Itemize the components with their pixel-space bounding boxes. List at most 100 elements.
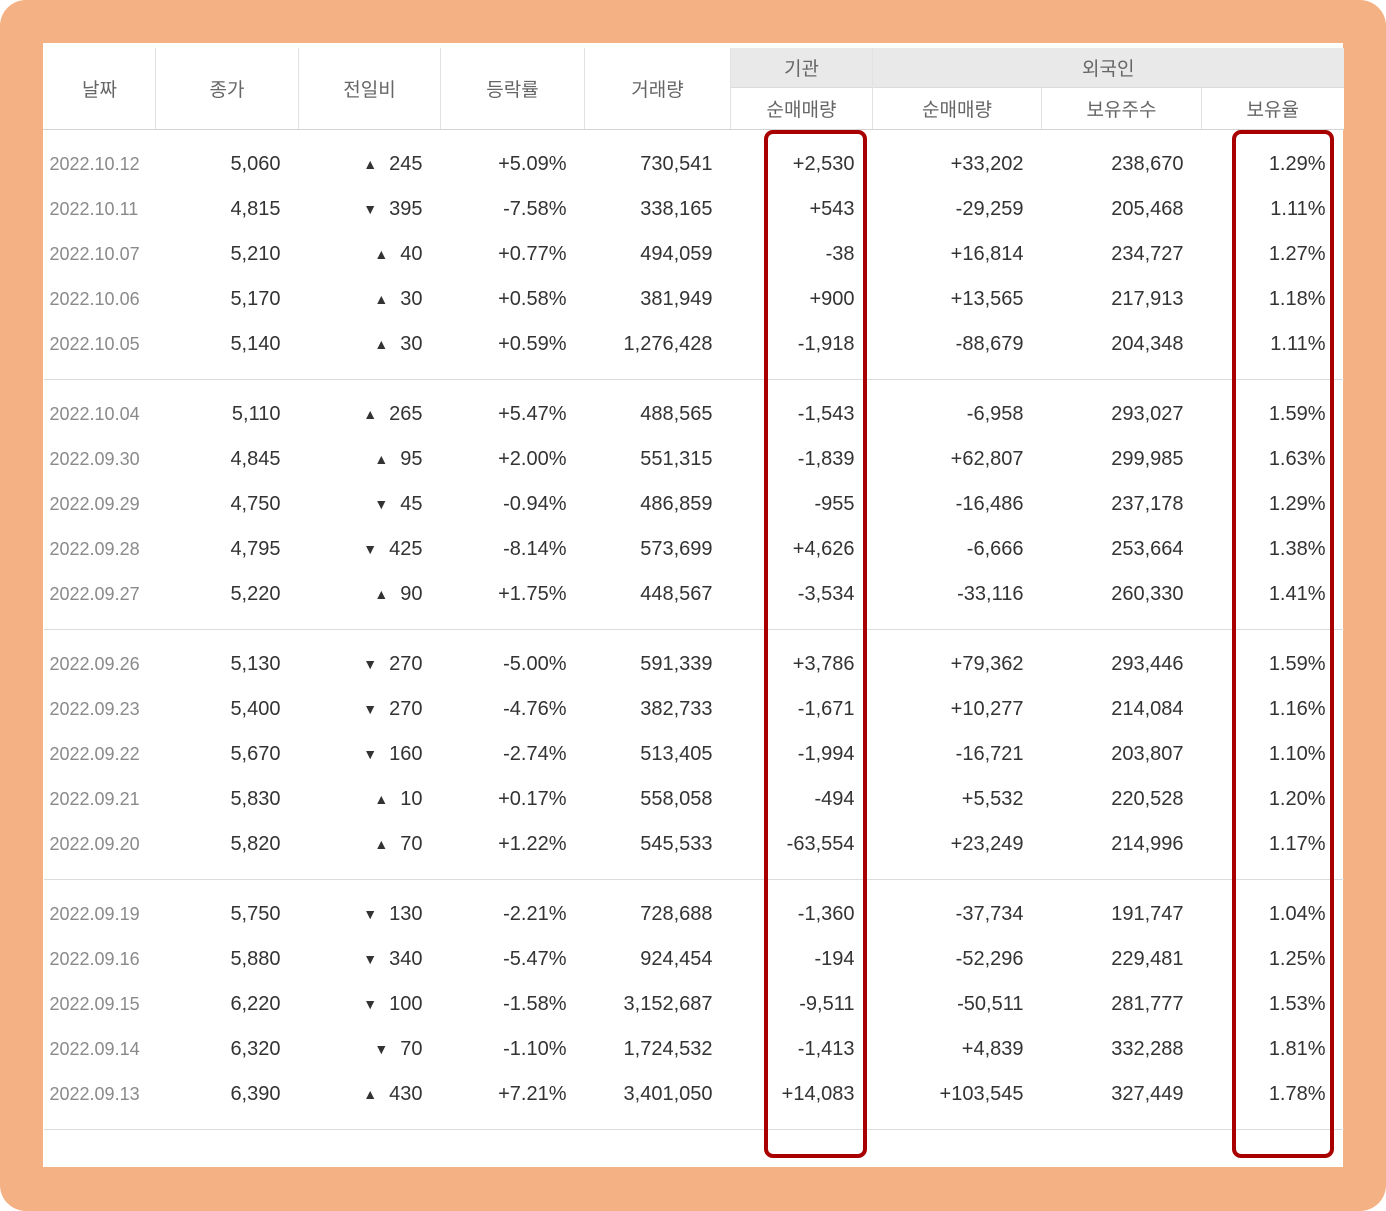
- table-row: 2022.09.16 5,880 ▼ 340 -5.47% 924,454 -194 -52,…: [44, 937, 1344, 982]
- rate-cell: +1.75%: [498, 583, 567, 605]
- down-arrow-icon: ▼: [374, 1041, 389, 1057]
- foreign-holdings-cell: 203,807: [1111, 743, 1184, 765]
- up-arrow-icon: ▲: [374, 451, 389, 467]
- change-value: 430: [389, 1083, 423, 1105]
- down-arrow-icon: ▼: [363, 906, 378, 922]
- rate-cell: -7.58%: [503, 198, 567, 220]
- header-institution: 기관: [730, 48, 873, 88]
- foreign-holdings-cell: 205,468: [1111, 198, 1184, 220]
- table-row: 2022.09.21 5,830 ▲ 10 +0.17% 558,058 -494 +5,53…: [44, 777, 1344, 822]
- up-arrow-icon: ▲: [363, 406, 378, 422]
- foreign-holdings-cell: 260,330: [1111, 583, 1184, 605]
- change-cell: ▲ 90: [299, 572, 441, 617]
- foreign-ratio-cell: 1.25%: [1268, 948, 1326, 970]
- foreign-net-cell: +62,807: [950, 448, 1024, 470]
- row-spacer: [44, 617, 1344, 630]
- foreign-holdings-cell: 214,084: [1111, 698, 1184, 720]
- table-body: 2022.10.12 5,060 ▲ 245 +5.09% 730,541 +2,530 +3…: [43, 130, 1344, 1130]
- foreign-net-cell: -88,679: [955, 333, 1024, 355]
- rate-cell: +0.59%: [498, 333, 567, 355]
- up-arrow-icon: ▲: [363, 1086, 378, 1102]
- institution-net-cell: -38: [825, 243, 855, 265]
- close-price-cell: 5,400: [230, 698, 281, 720]
- rate-cell: +5.09%: [498, 153, 567, 175]
- institution-net-cell: -1,918: [797, 333, 855, 355]
- rate-cell: +7.21%: [498, 1083, 567, 1105]
- up-arrow-icon: ▲: [374, 836, 389, 852]
- row-spacer-cell: [44, 617, 1344, 630]
- date-cell: 2022.09.16: [49, 949, 140, 969]
- close-price-cell: 4,795: [230, 538, 281, 560]
- volume-cell: 382,733: [640, 698, 713, 720]
- rate-cell: +0.58%: [498, 288, 567, 310]
- foreign-net-cell: +33,202: [950, 153, 1024, 175]
- foreign-ratio-cell: 1.63%: [1268, 448, 1326, 470]
- rate-cell: +2.00%: [498, 448, 567, 470]
- close-price-cell: 4,845: [230, 448, 281, 470]
- header-volume: 거래량: [584, 48, 731, 130]
- foreign-ratio-cell: 1.11%: [1270, 198, 1326, 220]
- foreign-holdings-cell: 217,913: [1111, 288, 1184, 310]
- table-row: 2022.10.07 5,210 ▲ 40 +0.77% 494,059 -38 +16,81…: [44, 232, 1344, 277]
- date-cell: 2022.10.05: [49, 334, 140, 354]
- foreign-holdings-cell: 237,178: [1111, 493, 1184, 515]
- close-price-cell: 5,830: [230, 788, 281, 810]
- group-divider-cell: [43, 629, 1344, 630]
- change-cell: ▲ 40: [299, 232, 441, 277]
- date-cell: 2022.09.20: [49, 834, 140, 854]
- volume-cell: 381,949: [640, 288, 713, 310]
- institution-net-cell: +3,786: [792, 653, 855, 675]
- header-change: 전일비: [298, 48, 441, 130]
- group-divider: [43, 629, 1344, 630]
- change-cell: ▼ 270: [299, 687, 441, 732]
- change-value: 265: [389, 403, 423, 425]
- foreign-ratio-cell: 1.81%: [1268, 1038, 1326, 1060]
- table-row: 2022.09.27 5,220 ▲ 90 +1.75% 448,567 -3,534 -33…: [44, 572, 1344, 617]
- header-foreign-holdings: 보유주수: [1041, 87, 1202, 130]
- volume-cell: 448,567: [640, 583, 713, 605]
- row-spacer-cell: [44, 880, 1344, 892]
- foreign-net-cell: +79,362: [950, 653, 1024, 675]
- foreign-net-cell: +4,839: [961, 1038, 1024, 1060]
- foreign-ratio-cell: 1.10%: [1268, 743, 1326, 765]
- date-cell: 2022.09.28: [49, 539, 140, 559]
- rate-cell: -2.74%: [503, 743, 567, 765]
- change-value: 340: [389, 948, 423, 970]
- foreign-net-cell: +10,277: [950, 698, 1024, 720]
- date-cell: 2022.09.21: [49, 789, 140, 809]
- daily-trading-table: 날짜 종가 전일비 등락률 거래량 기관 외국인 순매매량 순매매량 보유주수 …: [43, 48, 1344, 1130]
- table-row: 2022.09.22 5,670 ▼ 160 -2.74% 513,405 -1,994 -1…: [44, 732, 1344, 777]
- change-value: 30: [400, 288, 423, 310]
- row-spacer-cell: [44, 367, 1344, 380]
- foreign-net-cell: -6,666: [966, 538, 1024, 560]
- volume-cell: 730,541: [640, 153, 713, 175]
- change-cell: ▼ 70: [299, 1027, 441, 1072]
- rate-cell: -5.00%: [503, 653, 567, 675]
- down-arrow-icon: ▼: [374, 496, 389, 512]
- row-spacer: [44, 630, 1344, 642]
- change-cell: ▼ 340: [299, 937, 441, 982]
- volume-cell: 591,339: [640, 653, 713, 675]
- foreign-ratio-cell: 1.11%: [1270, 333, 1326, 355]
- foreign-net-cell: +5,532: [961, 788, 1024, 810]
- volume-cell: 573,699: [640, 538, 713, 560]
- date-cell: 2022.09.23: [49, 699, 140, 719]
- institution-net-cell: +2,530: [792, 153, 855, 175]
- foreign-ratio-cell: 1.59%: [1268, 653, 1326, 675]
- table-row: 2022.09.26 5,130 ▼ 270 -5.00% 591,339 +3,786 +7…: [44, 642, 1344, 687]
- change-value: 45: [400, 493, 423, 515]
- change-cell: ▲ 30: [299, 277, 441, 322]
- change-cell: ▲ 430: [299, 1072, 441, 1117]
- change-value: 160: [389, 743, 423, 765]
- change-value: 270: [389, 653, 423, 675]
- row-spacer-cell: [44, 867, 1344, 880]
- up-arrow-icon: ▲: [374, 291, 389, 307]
- foreign-holdings-cell: 332,288: [1111, 1038, 1184, 1060]
- rate-cell: +0.17%: [498, 788, 567, 810]
- rate-cell: -0.94%: [503, 493, 567, 515]
- foreign-net-cell: +13,565: [950, 288, 1024, 310]
- date-cell: 2022.09.29: [49, 494, 140, 514]
- change-cell: ▼ 270: [299, 642, 441, 687]
- date-cell: 2022.09.14: [49, 1039, 140, 1059]
- institution-net-highlight-box: [764, 130, 867, 1158]
